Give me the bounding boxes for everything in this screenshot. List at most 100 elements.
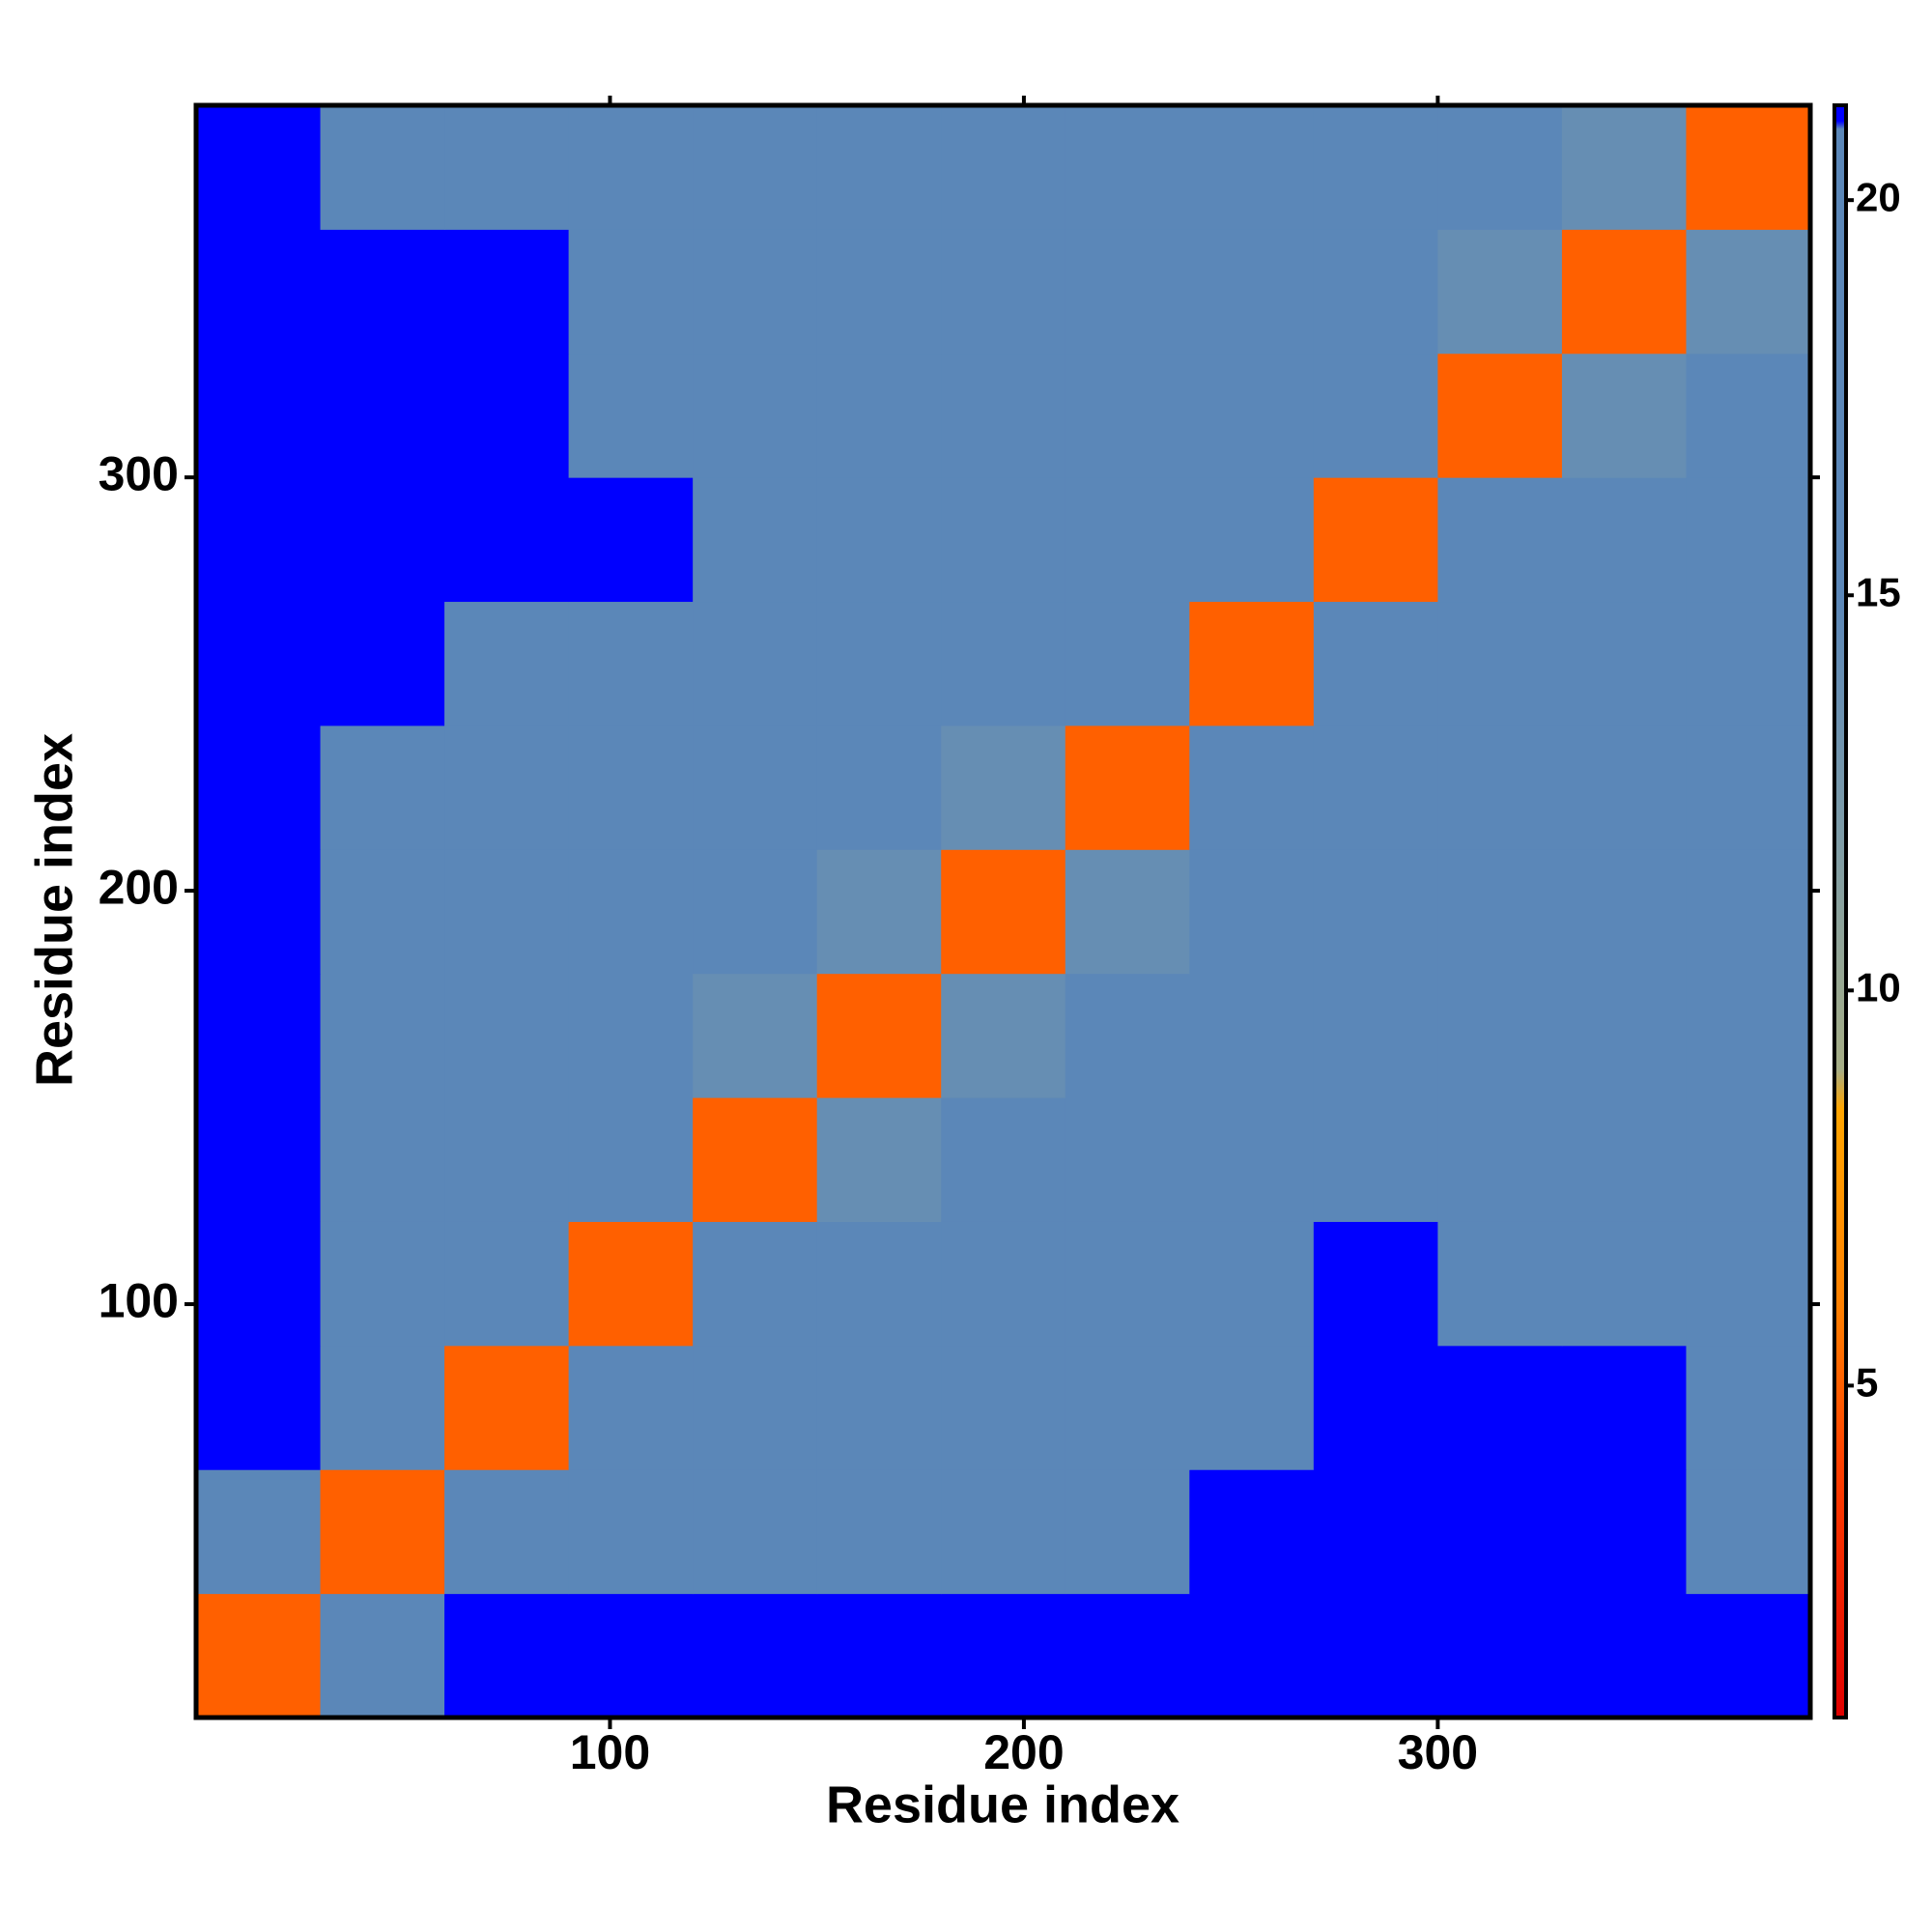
heatmap-cell — [1065, 1593, 1190, 1719]
heatmap-cell — [816, 105, 942, 230]
heatmap-cell — [444, 105, 570, 230]
heatmap-cell — [816, 353, 942, 478]
heatmap-cell — [941, 1469, 1066, 1595]
heatmap-cell — [1686, 1469, 1811, 1595]
heatmap-cell — [196, 1469, 322, 1595]
heatmap-cell — [1313, 477, 1438, 603]
heatmap-cell — [320, 105, 445, 230]
heatmap-cell — [1189, 973, 1315, 1098]
heatmap-cell — [1561, 353, 1687, 478]
heatmap-cell — [1561, 724, 1687, 850]
heatmap-cell — [1065, 724, 1190, 850]
heatmap-cell — [1686, 477, 1811, 603]
heatmap-cell — [816, 1221, 942, 1347]
heatmap-cell — [816, 724, 942, 850]
plot-frame — [193, 102, 1813, 1720]
heatmap-cell — [196, 601, 322, 726]
heatmap-cell — [444, 601, 570, 726]
heatmap-cell — [320, 849, 445, 975]
heatmap-cell — [568, 1593, 694, 1719]
heatmap-cell — [1686, 1097, 1811, 1222]
heatmap-cell — [941, 229, 1066, 355]
heatmap-cell — [816, 849, 942, 975]
heatmap-cell — [1437, 353, 1563, 478]
heatmap-cell — [1437, 973, 1563, 1098]
heatmap-cell — [693, 973, 818, 1098]
heatmap-cell — [693, 353, 818, 478]
heatmap-cell — [196, 1593, 322, 1719]
heatmap-cell — [444, 1593, 570, 1719]
heatmap-cell — [816, 973, 942, 1098]
heatmap-cell — [941, 1593, 1066, 1719]
heatmap-cell — [693, 724, 818, 850]
heatmap-cell — [1189, 1221, 1315, 1347]
heatmap-cell — [1313, 1593, 1438, 1719]
heatmap-cell — [1065, 849, 1190, 975]
heatmap-cell — [568, 1221, 694, 1347]
heatmap-cell — [693, 105, 818, 230]
heatmap-cell — [1189, 1345, 1315, 1470]
heatmap-cell — [1686, 105, 1811, 230]
heatmap-cell — [1561, 1345, 1687, 1470]
heatmap-cell — [1189, 229, 1315, 355]
heatmap-cell — [1561, 1221, 1687, 1347]
heatmap-cell — [1561, 229, 1687, 355]
heatmap-cell — [1065, 1221, 1190, 1347]
heatmap-cell — [1561, 973, 1687, 1098]
heatmap-cell — [320, 1345, 445, 1470]
heatmap-cell — [1313, 1097, 1438, 1222]
heatmap-cell — [1561, 1593, 1687, 1719]
heatmap-cell — [816, 1345, 942, 1470]
x-tick-label: 100 — [570, 1725, 650, 1779]
heatmap-cell — [1561, 1097, 1687, 1222]
heatmap-cell — [444, 1097, 570, 1222]
heatmap-cell — [816, 477, 942, 603]
heatmap-cell — [320, 973, 445, 1098]
heatmap-cell — [1065, 105, 1190, 230]
heatmap-cell — [444, 1469, 570, 1595]
heatmap-cell — [568, 477, 694, 603]
heatmap-cell — [1561, 849, 1687, 975]
heatmap-cell — [1189, 105, 1315, 230]
heatmap-cell — [1313, 1469, 1438, 1595]
heatmap-cell — [568, 1097, 694, 1222]
heatmap-cell — [196, 105, 322, 230]
heatmap-cell — [693, 1469, 818, 1595]
heatmap-cell — [1686, 229, 1811, 355]
heatmap-cell — [320, 477, 445, 603]
heatmap-cell — [1437, 601, 1563, 726]
heatmap-cell — [1437, 1097, 1563, 1222]
heatmap-cell — [320, 724, 445, 850]
heatmap-cell — [444, 1221, 570, 1347]
heatmap-cell — [1561, 601, 1687, 726]
heatmap-cell — [1313, 105, 1438, 230]
heatmap-cell — [1189, 849, 1315, 975]
heatmap-cell — [444, 849, 570, 975]
colorbar-tick-label: 10 — [1856, 964, 1901, 1009]
heatmap-cell — [1686, 849, 1811, 975]
heatmap-cell — [816, 229, 942, 355]
heatmap-cell — [1437, 1593, 1563, 1719]
heatmap-cell — [196, 724, 322, 850]
heatmap-cell — [693, 477, 818, 603]
heatmap-cell — [1065, 1097, 1190, 1222]
heatmap-cell — [1686, 724, 1811, 850]
heatmap-cell — [1561, 1469, 1687, 1595]
heatmap-cell — [941, 601, 1066, 726]
heatmap-cell — [320, 353, 445, 478]
heatmap-cell — [1437, 1469, 1563, 1595]
heatmap-cell — [693, 1345, 818, 1470]
heatmap-cell — [1313, 229, 1438, 355]
heatmap-cell — [941, 1097, 1066, 1222]
heatmap-cell — [1189, 724, 1315, 850]
heatmap-cell — [1313, 1345, 1438, 1470]
heatmap-cell — [568, 105, 694, 230]
heatmap-cell — [1686, 601, 1811, 726]
heatmap-cell — [693, 1593, 818, 1719]
heatmap-cell — [568, 849, 694, 975]
heatmap-cell — [941, 477, 1066, 603]
heatmap-cell — [1189, 353, 1315, 478]
heatmap-cell — [444, 973, 570, 1098]
heatmap-cell — [568, 353, 694, 478]
